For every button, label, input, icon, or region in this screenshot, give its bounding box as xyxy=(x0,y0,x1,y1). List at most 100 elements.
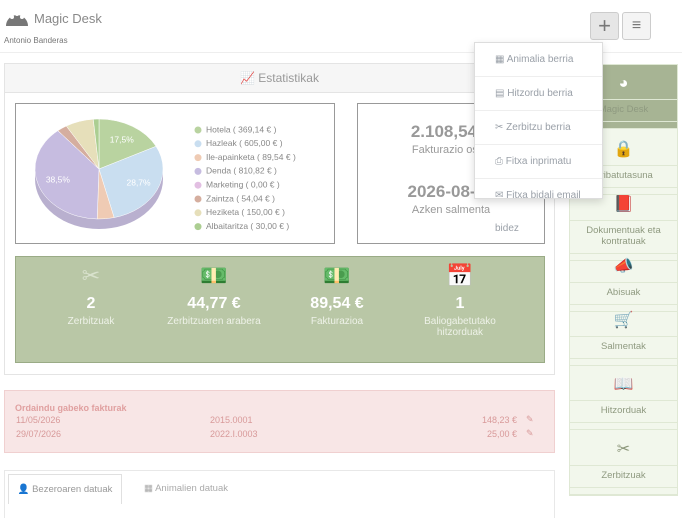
kpi-box: ✂ 2 Zerbitzuak 💵 44,77 € Zerbitzuaren arabera… xyxy=(15,256,545,363)
sidebar-item[interactable]: ✂ Zerbitzuak xyxy=(570,430,677,495)
sidebar-label: Zerbitzuak xyxy=(570,470,677,488)
item-icon: ▤ xyxy=(495,88,508,99)
chart-icon: 📈 xyxy=(240,71,259,85)
kpi-icon: 💵 xyxy=(200,263,228,288)
dropdown-item[interactable]: ✂ Zerbitzu berria xyxy=(475,111,602,145)
tab[interactable]: 👤 Bezeroaren datuak xyxy=(8,474,122,504)
logo xyxy=(6,12,28,26)
legend-swatch xyxy=(194,154,202,162)
item-icon: ⎙ xyxy=(495,156,506,167)
sidebar-label: Magic Desk xyxy=(570,104,677,122)
dropdown-item[interactable]: ▤ Hitzordu berria xyxy=(475,77,602,111)
dropdown-menu: ▦ Animalia berria ▤ Hitzordu berria ✂ Zerb… xyxy=(474,42,603,234)
divider xyxy=(0,52,682,53)
kpi-label: Zerbitzuaren arabera xyxy=(167,316,261,327)
sidebar-label: Pribatutasuna xyxy=(570,170,677,188)
summary-label: Azken salmenta xyxy=(411,204,491,216)
legend-swatch xyxy=(194,195,202,203)
legend-label: Heziketa ( 150,00 € ) xyxy=(206,207,285,217)
pie-chart: 17,5% Hotela ( 369,14 € ) 28,7% Hazleak ( 6… xyxy=(34,118,296,231)
dropdown-item[interactable]: ⎙ Fitxa inprimatu xyxy=(475,145,602,179)
stats-panel xyxy=(4,63,555,375)
add-button[interactable]: + xyxy=(590,12,619,40)
item-icon: ✂ xyxy=(495,122,507,133)
kpi-value: 89,54 € xyxy=(310,295,364,312)
sidebar-item[interactable]: 🔒 Pribatutasuna xyxy=(570,129,677,195)
sidebar-icon: ◕ xyxy=(570,75,677,100)
legend-label: Albaitaritza ( 30,00 € ) xyxy=(206,221,289,231)
stats-title-text: Estatistikak xyxy=(258,71,319,85)
kpi-label: Zerbitzuak xyxy=(67,316,115,327)
kpi-icon: 💵 xyxy=(323,263,351,288)
tab[interactable]: ▦ Animalien datuak xyxy=(144,483,228,494)
summary-label: Fakturazio osoa xyxy=(411,144,491,156)
legend-swatch xyxy=(194,209,202,217)
kpi-icon: ✂ xyxy=(81,263,101,288)
legend-swatch xyxy=(194,223,202,231)
sidebar-label: Salmentak xyxy=(570,341,677,359)
sidebar-icon: 🛒 xyxy=(570,310,677,337)
pie-slice xyxy=(34,130,100,220)
unpaid-title: Ordaindu gabeko fakturak xyxy=(15,403,127,413)
unpaid-cell: 29/07/2026 xyxy=(16,429,62,439)
dropdown-item[interactable]: ✉ Fitxa bidali email bidez xyxy=(475,179,602,234)
unpaid-cell: 2022.I.0003 xyxy=(210,429,258,439)
kpi-value: 1 xyxy=(455,295,465,312)
sidebar-item[interactable]: 📣 Abisuak xyxy=(570,258,677,312)
user-name: Antonio Banderas xyxy=(4,36,68,45)
sidebar-label: Hitzorduak xyxy=(570,405,677,423)
legend-label: Marketing ( 0,00 € ) xyxy=(206,179,280,189)
sidebar-icon: 🔒 xyxy=(570,139,677,166)
sidebar-item[interactable]: 📖 Hitzorduak xyxy=(570,366,677,430)
legend-swatch xyxy=(194,181,202,189)
summary-value: 2026-08-25 xyxy=(407,182,495,201)
item-label: Zerbitzu berria xyxy=(506,122,571,133)
summary-value: 2.108,54 € xyxy=(410,122,492,141)
legend-label: Ile-apainketa ( 89,54 € ) xyxy=(206,152,296,162)
sidebar-item[interactable]: 🛒 Salmentak xyxy=(570,312,677,366)
kpi-value: 44,77 € xyxy=(187,295,241,312)
unpaid-cell: 25,00 € xyxy=(486,429,517,439)
tabs-panel xyxy=(4,470,555,518)
unpaid-cell: 11/05/2026 xyxy=(16,415,61,425)
unpaid-cell: 148,23 € xyxy=(481,415,517,425)
legend-swatch xyxy=(194,126,202,134)
legend-label: Hotela ( 369,14 € ) xyxy=(206,124,277,134)
menu-button[interactable]: ≡ xyxy=(622,12,651,40)
sidebar-label: Dokumentuak eta kontratuak xyxy=(570,225,677,254)
dropdown-item[interactable]: ▦ Animalia berria xyxy=(475,43,602,77)
item-icon: ✉ xyxy=(495,190,507,201)
sidebar-icon: 📕 xyxy=(570,194,677,221)
kpi-value: 2 xyxy=(86,295,96,312)
tab-label: Bezeroaren datuak xyxy=(32,484,113,495)
pie-slice xyxy=(93,118,100,170)
tab-label: Animalien datuak xyxy=(155,483,228,494)
slice-label: 38,5% xyxy=(46,174,71,184)
sidebar-icon: 📣 xyxy=(570,256,677,283)
item-label: Fitxa inprimatu xyxy=(505,156,572,167)
pie-box xyxy=(15,103,335,244)
legend-swatch xyxy=(194,140,202,148)
pie-slice xyxy=(98,118,157,170)
item-icon: ▦ xyxy=(495,54,507,65)
slice-label: 17,5% xyxy=(110,134,135,144)
sidebar-item[interactable]: 📕 Dokumentuak eta kontratuak xyxy=(570,195,677,261)
app-name: Magic Desk xyxy=(34,11,102,26)
stats-title: 📈 Estatistikak xyxy=(5,64,554,93)
pie-slice xyxy=(98,146,164,218)
item-label: Animalia berria xyxy=(506,54,574,65)
sidebar-icon: ✂ xyxy=(570,439,677,466)
slice-label: 28,7% xyxy=(126,177,151,187)
legend-swatch xyxy=(194,167,202,175)
legend-label: Denda ( 810,82 € ) xyxy=(206,166,277,176)
edit-icon[interactable]: ✎ xyxy=(526,414,534,424)
legend-label: Zaintza ( 54,04 € ) xyxy=(206,193,275,203)
item-label: Fitxa bidali email bidez xyxy=(495,190,581,234)
unpaid-panel: Ordaindu gabeko fakturak 11/05/2026 2015.… xyxy=(4,390,555,453)
legend-label: Hazleak ( 605,00 € ) xyxy=(206,138,283,148)
kpi-icon: 📅 xyxy=(446,263,474,288)
edit-icon[interactable]: ✎ xyxy=(526,428,534,438)
kpi-label: Baliogabetutako hitzorduak xyxy=(424,316,496,338)
kpi-label: Fakturazioa xyxy=(310,316,364,327)
